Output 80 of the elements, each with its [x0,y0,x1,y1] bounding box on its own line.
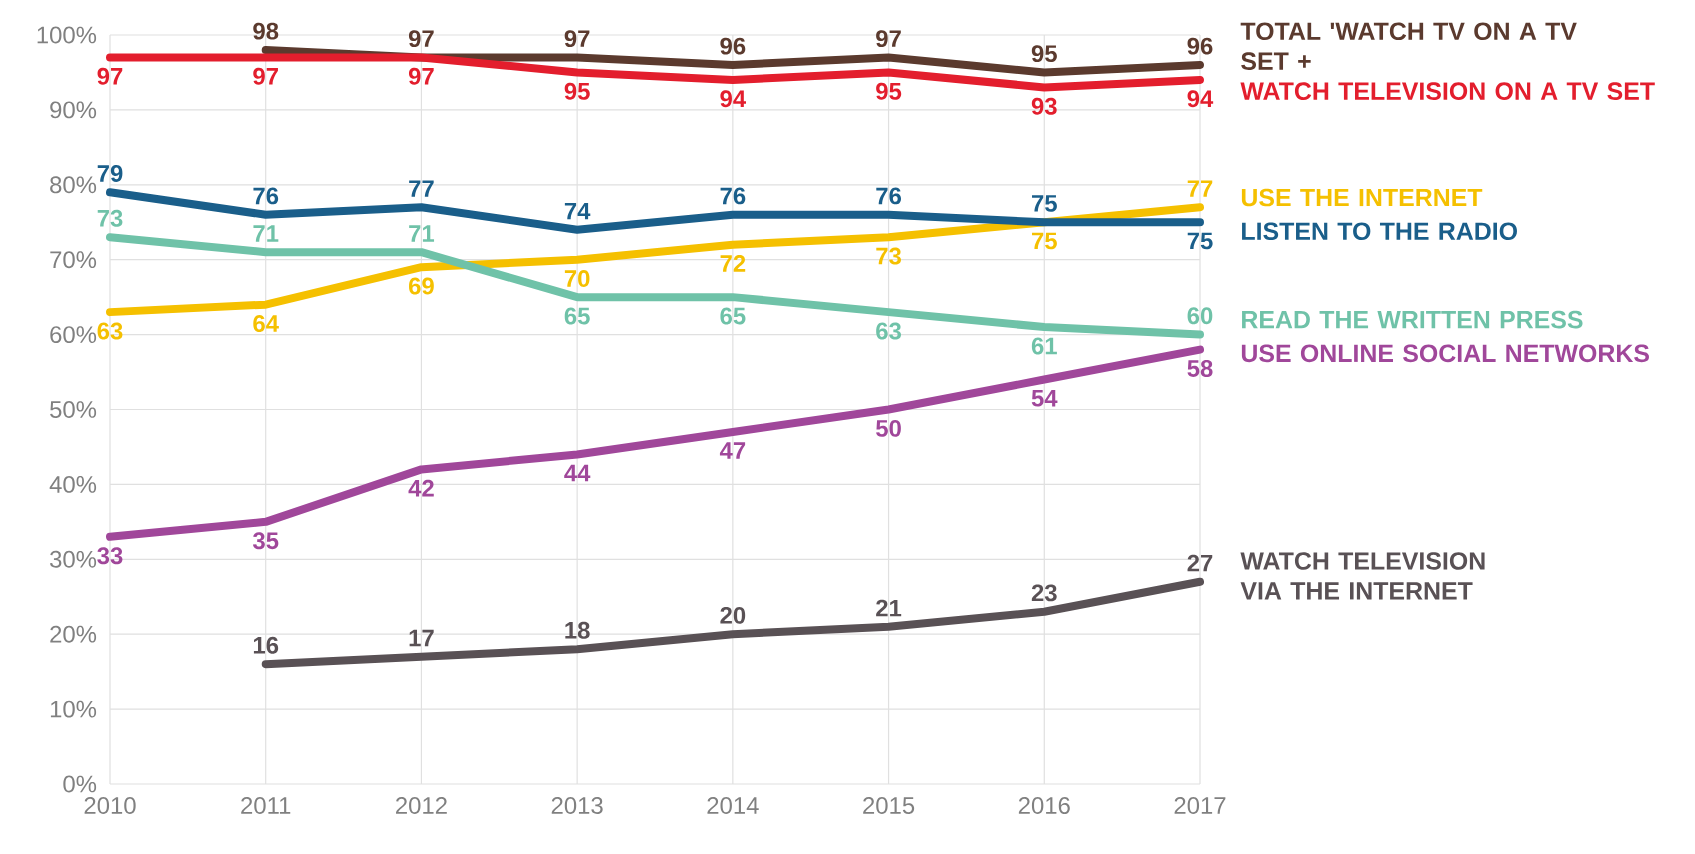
data-label: 50 [876,419,901,437]
data-label: 97 [876,30,901,48]
x-tick-label: 2013 [551,797,603,814]
data-label: 94 [1187,90,1214,108]
data-label: 93 [1031,97,1057,115]
data-label: 97 [408,67,434,85]
data-label: 97 [97,67,123,85]
data-label: 96 [720,37,746,55]
series-label: WATCH TELEVISION VIA THE INTERNET [1240,552,1485,600]
data-label: 47 [719,442,746,459]
data-label: 54 [1031,389,1058,407]
data-label: 73 [97,209,123,227]
series-label: TOTAL 'WATCH TV ON A TV SET + [1240,22,1577,70]
y-tick-label: 0% [63,775,97,793]
data-label: 60 [1187,307,1213,325]
data-label: 35 [252,532,279,550]
data-label: 79 [97,164,123,182]
data-label: 64 [253,315,279,332]
y-tick-label: 70% [50,251,97,269]
data-label: 97 [408,30,434,48]
data-label: 71 [253,225,279,242]
series-label: USE ONLINE SOCIAL NETWORKS [1241,344,1649,363]
data-label: 77 [409,180,434,197]
data-label: 75 [1032,232,1057,250]
data-label: 76 [720,187,746,205]
data-label: 58 [1187,359,1213,377]
x-tick-label: 2014 [707,797,759,814]
y-tick-label: 60% [50,326,97,344]
data-label: 73 [876,247,901,265]
x-tick-label: 2011 [241,797,291,814]
data-label: 74 [564,202,591,220]
data-label: 20 [720,606,746,624]
series-label: WATCH TELEVISION ON A TV SET [1240,82,1655,100]
y-tick-label: 90% [50,101,97,119]
data-label: 27 [1187,554,1213,572]
data-label: 21 [876,599,902,617]
x-tick-label: 2012 [396,797,447,814]
data-label: 75 [1032,195,1057,212]
data-label: 69 [409,277,434,295]
data-label: 65 [564,307,590,325]
x-tick-label: 2016 [1018,797,1070,814]
y-tick-label: 30% [50,550,97,568]
data-label: 17 [409,629,434,647]
data-label: 77 [1187,180,1213,197]
data-label: 65 [720,307,746,325]
y-tick-label: 20% [50,625,97,643]
data-label: 95 [876,82,902,100]
data-label: 97 [564,30,590,48]
y-tick-label: 80% [50,176,97,194]
series-label: READ THE WRITTEN PRESS [1242,310,1583,329]
data-label: 98 [253,22,279,40]
series-label: USE THE INTERNET [1241,188,1483,207]
series-label: LISTEN TO THE RADIO [1242,222,1517,241]
data-label: 63 [876,322,901,340]
data-label: 72 [720,255,746,272]
data-label: 16 [253,636,279,654]
data-label: 63 [97,322,123,340]
x-tick-label: 2017 [1174,797,1226,814]
data-label: 95 [564,82,590,100]
data-label: 76 [876,187,901,205]
data-label: 75 [1187,232,1213,250]
data-label: 94 [720,90,747,108]
data-label: 97 [253,67,278,85]
data-label: 96 [1187,37,1213,55]
y-tick-label: 10% [50,700,97,718]
data-label: 61 [1031,337,1057,355]
data-label: 33 [97,547,123,565]
data-label: 95 [1031,45,1057,63]
y-tick-label: 100% [37,26,97,44]
data-label: 42 [408,479,434,497]
data-label: 18 [565,621,590,639]
x-tick-label: 2010 [84,797,136,814]
data-label: 23 [1031,584,1057,602]
data-label: 44 [564,464,591,482]
data-label: 71 [409,225,435,242]
data-label: 70 [564,270,590,287]
y-tick-label: 50% [50,401,97,418]
x-tick-label: 2015 [863,797,915,814]
y-tick-label: 40% [49,475,97,493]
data-label: 76 [253,187,279,205]
